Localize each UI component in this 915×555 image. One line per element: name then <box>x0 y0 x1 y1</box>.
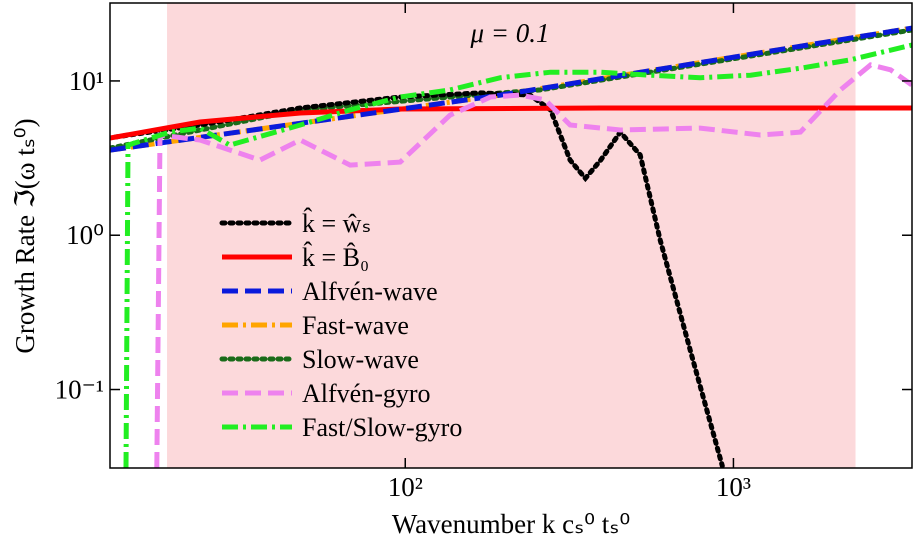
x-axis-label: Wavenumber k cₛ⁰ tₛ⁰ <box>392 509 630 539</box>
legend-label: k̂ = B̂₀ <box>302 242 369 272</box>
y-tick-label: 10⁻¹ <box>55 375 104 405</box>
series-line <box>113 90 725 468</box>
y-tick-label: 10⁰ <box>66 220 104 250</box>
x-tick-label: 10² <box>388 472 423 502</box>
annotation: μ = 0.1 <box>469 18 549 48</box>
legend-label: Alfvén-wave <box>302 277 438 306</box>
series-line <box>110 25 912 153</box>
legend-label: Fast/Slow-gyro <box>302 413 462 442</box>
legend-label: Fast-wave <box>302 311 409 340</box>
legend-label: Slow-wave <box>302 345 419 374</box>
series-line <box>154 62 912 468</box>
series-line <box>123 42 912 468</box>
y-axis-label: Growth Rate ℑ(ω tₛ⁰) <box>10 118 40 353</box>
legend-label: k̂ = ŵₛ <box>302 208 371 238</box>
y-tick-label: 10¹ <box>69 66 104 96</box>
x-tick-label: 10³ <box>716 472 751 502</box>
legend-label: Alfvén-gyro <box>302 379 431 408</box>
